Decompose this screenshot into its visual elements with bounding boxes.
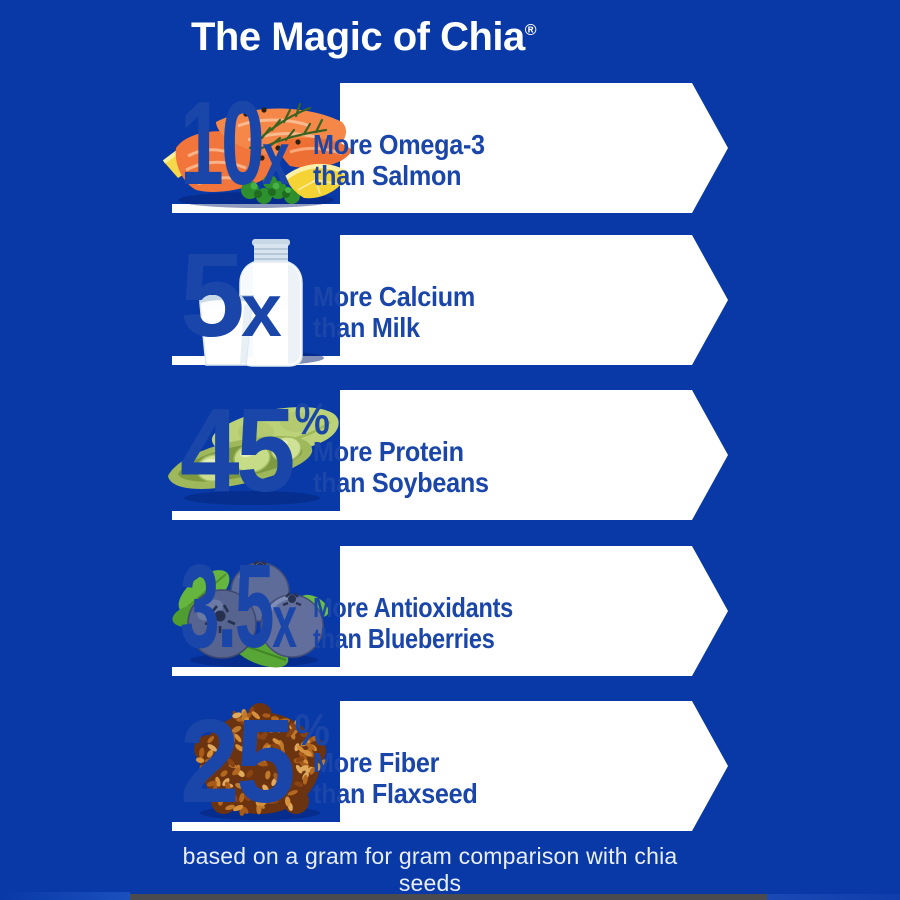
multiplier-value: 45% <box>180 391 330 510</box>
benefit-label: More Fiber than Flaxseed <box>313 747 478 810</box>
multiplier-unit: % <box>294 706 330 755</box>
multiplier-number: 25 <box>180 695 296 828</box>
flaxseed-icon <box>194 703 326 820</box>
benefit-label: More Omega-3 than Salmon <box>313 129 485 192</box>
benefit-label: More Calcium than Milk <box>313 281 475 344</box>
page-title-text: The Magic of Chia <box>191 15 525 59</box>
salmon-icon <box>162 102 352 208</box>
benefit-line1: More Antioxidants <box>313 592 514 623</box>
multiplier-number: 10 <box>180 77 265 210</box>
bottom-left-highlight <box>0 892 130 900</box>
multiplier-unit: x <box>272 579 297 663</box>
multiplier-number: 3.5 <box>180 540 274 673</box>
benefit-line2: than Blueberries <box>313 622 495 654</box>
benefit-line1: More Protein <box>313 436 464 467</box>
benefit-line2: than Milk <box>313 311 420 343</box>
footnote: based on a gram for gram comparison with… <box>182 843 678 896</box>
blueberries-icon <box>172 560 329 668</box>
benefit-row-calcium: 5x More Calcium than Milk <box>0 235 900 367</box>
soybeans-icon <box>168 407 339 505</box>
benefit-line1: More Calcium <box>313 281 475 312</box>
benefit-line2: than Flaxseed <box>313 777 478 809</box>
registered-trademark-symbol: ® <box>524 21 537 39</box>
benefit-row-protein: 45% More Protein than Soybeans <box>0 390 900 520</box>
benefit-label: More Antioxidants than Blueberries <box>313 592 514 655</box>
multiplier-value: 5x <box>180 236 282 355</box>
benefit-row-antioxidants: 3.5x More Antioxidants than Blueberries <box>0 546 900 676</box>
benefit-line1: More Omega-3 <box>313 129 485 160</box>
benefit-label: More Protein than Soybeans <box>313 436 489 499</box>
page-title: The Magic of Chia® <box>191 15 537 60</box>
bottom-edge-strip <box>130 894 767 900</box>
benefit-row-omega3: 10x More Omega-3 than Salmon <box>0 83 900 213</box>
benefit-row-fiber: 25% More Fiber than Flaxseed <box>0 701 900 831</box>
multiplier-value: 25% <box>180 702 330 821</box>
multiplier-value: 3.5x <box>180 547 297 666</box>
benefit-line2: than Soybeans <box>313 466 489 498</box>
multiplier-unit: x <box>240 268 282 352</box>
multiplier-number: 5 <box>180 229 245 362</box>
milk-icon <box>198 239 324 367</box>
bottom-right-highlight <box>767 894 900 900</box>
multiplier-value: 10x <box>180 84 290 203</box>
multiplier-number: 45 <box>180 384 296 517</box>
benefit-line2: than Salmon <box>313 159 462 191</box>
multiplier-unit: x <box>262 116 290 200</box>
multiplier-unit: % <box>294 395 330 444</box>
benefit-line1: More Fiber <box>313 747 440 778</box>
